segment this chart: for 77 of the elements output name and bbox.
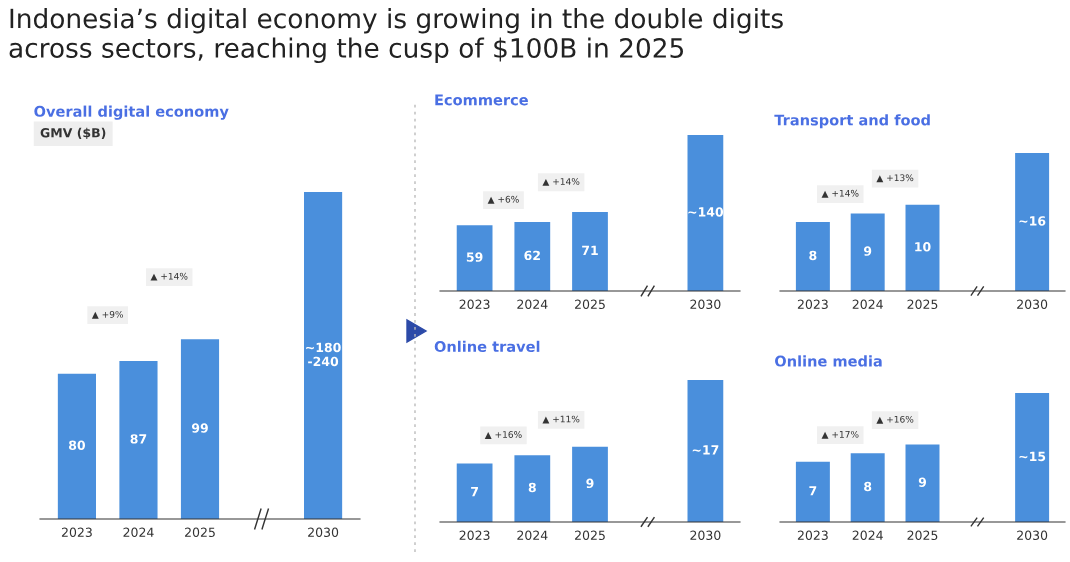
x-tick-label: 2024 — [852, 530, 883, 541]
data-label: 87 — [130, 434, 147, 444]
bar — [456, 225, 493, 291]
data-label: 62 — [524, 250, 540, 261]
chart-title: Transport and food — [774, 114, 930, 129]
bar — [795, 461, 830, 522]
data-label: 8 — [809, 250, 817, 261]
bar — [514, 455, 551, 522]
annotation: ▲ +14% — [150, 272, 188, 281]
bar — [304, 192, 343, 519]
x-tick-label: 2023 — [797, 299, 828, 310]
data-label: 80 — [68, 440, 86, 450]
annotation: ▲ +13% — [876, 174, 914, 183]
x-tick-label: 2030 — [1017, 530, 1048, 541]
bar — [119, 360, 158, 519]
x-tick-label: 2025 — [575, 299, 605, 310]
data-label: ~15 — [1019, 451, 1046, 462]
bar — [795, 222, 830, 291]
data-label: 8 — [864, 481, 872, 492]
x-tick-label: 2030 — [690, 530, 721, 541]
annotation: ▲ +6% — [487, 195, 519, 204]
data-label: ~140 — [688, 207, 724, 217]
x-tick-label: 2030 — [308, 527, 339, 538]
x-tick-label: 2023 — [459, 530, 490, 541]
x-tick-label: 2023 — [61, 527, 92, 538]
x-tick-label: 2030 — [1017, 299, 1048, 310]
x-tick-label: 2024 — [517, 299, 548, 310]
bar — [905, 204, 940, 291]
chart-title: Ecommerce — [435, 94, 528, 106]
data-label: 10 — [915, 242, 931, 252]
data-label: 9 — [586, 478, 594, 489]
data-label: ~180 -240 — [306, 342, 341, 367]
annotation: ▲ +14% — [542, 178, 580, 186]
x-tick-label: 2025 — [907, 530, 938, 541]
x-tick-label: 2030 — [690, 299, 721, 310]
x-tick-label: 2025 — [575, 530, 605, 541]
bar — [456, 463, 493, 522]
bar — [1015, 153, 1050, 291]
data-label: ~17 — [692, 445, 719, 455]
x-tick-label: 2025 — [907, 299, 938, 310]
text: Indonesia’s digital economy is growing in the double digits across sectors, reaching the cusp of $100B in 2025 — [9, 8, 783, 64]
x-tick-label: 2024 — [517, 530, 548, 541]
data-label: 8 — [528, 482, 536, 493]
x-tick-label: 2024 — [852, 299, 883, 310]
bar — [57, 373, 96, 519]
data-label: 99 — [191, 423, 208, 433]
data-label: 7 — [471, 487, 478, 497]
bar — [1015, 393, 1050, 522]
chart-title: Overall digital economy — [34, 105, 229, 120]
bar — [572, 211, 608, 291]
bar — [687, 135, 724, 291]
chart-title: Online travel — [434, 340, 540, 353]
bar — [180, 339, 220, 519]
bar — [905, 444, 940, 522]
data-label: 9 — [863, 246, 872, 256]
data-label: ~16 — [1019, 216, 1046, 226]
data-label: 71 — [582, 245, 598, 255]
chart-subtitle: GMV ($B) — [40, 127, 106, 140]
data-label: 59 — [466, 252, 483, 262]
data-label: 7 — [809, 486, 817, 496]
bar — [687, 380, 724, 522]
bar — [850, 213, 885, 291]
annotation: ▲ +11% — [542, 415, 580, 424]
x-tick-label: 2025 — [185, 527, 215, 538]
bar — [572, 446, 608, 522]
x-tick-label: 2023 — [797, 530, 828, 541]
annotation: ▲ +9% — [91, 310, 124, 319]
annotation: ▲ +16% — [484, 431, 522, 439]
annotation: ▲ +17% — [821, 430, 859, 439]
annotation: ▲ +14% — [821, 189, 859, 198]
annotation: ▲ +16% — [876, 415, 914, 424]
bar — [514, 221, 551, 291]
chart-title: Online media — [775, 355, 882, 367]
x-tick-label: 2024 — [123, 527, 154, 538]
x-tick-label: 2023 — [459, 299, 490, 310]
data-label: 9 — [918, 477, 927, 487]
bar — [850, 453, 885, 522]
